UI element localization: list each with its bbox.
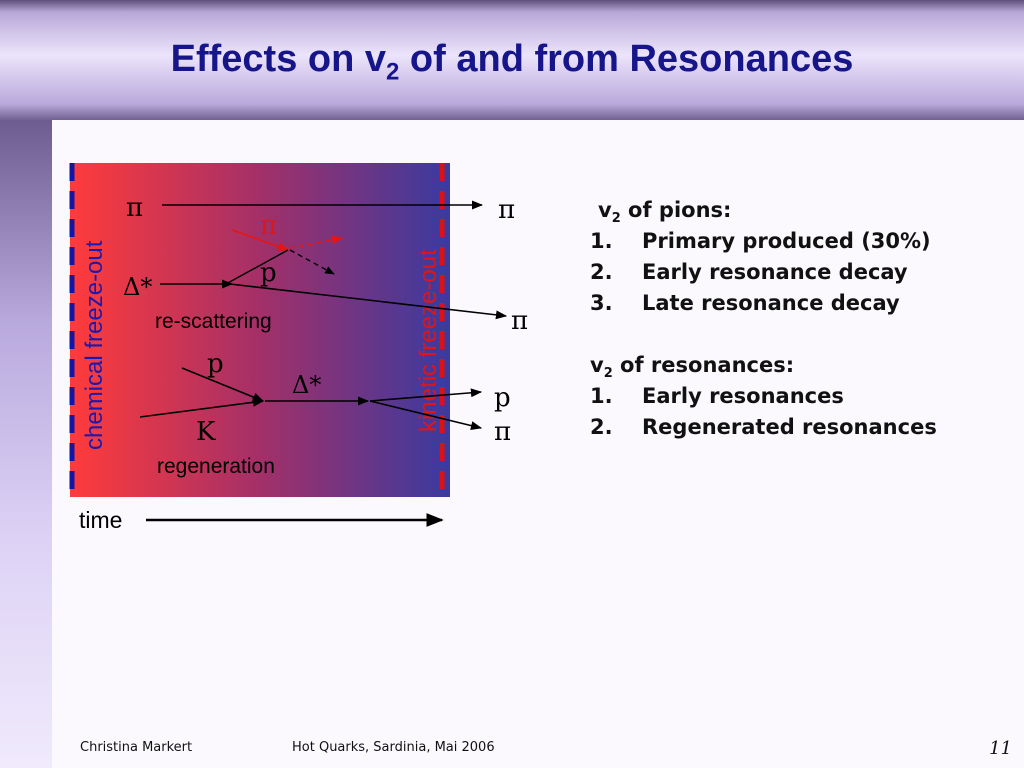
p-out-label: p [494, 383, 511, 413]
footer-author: Christina Markert [80, 740, 193, 755]
decay-pion-track [229, 283, 508, 320]
list-item: 2. Regenerated resonances [590, 415, 937, 439]
pi-out-label: π [494, 417, 511, 447]
incoming-red-pion-track [231, 229, 290, 251]
resonances-heading: v2 of resonances: [590, 353, 795, 382]
delta-star-in-label: Δ* [123, 273, 152, 301]
regeneration-label: regeneration [157, 455, 275, 478]
list-item: 1. Early resonances [590, 384, 844, 408]
medium-gradient-region [70, 163, 450, 497]
list-item: 2. Early resonance decay [590, 260, 908, 284]
p-out-track [369, 388, 483, 402]
p-in-label: p [207, 349, 224, 379]
footer-event: Hot Quarks, Sardinia, Mai 2006 [292, 740, 495, 755]
pi-primary-out: π [498, 195, 515, 225]
kaon-in-track [139, 397, 265, 418]
pi-primary-in: π [126, 193, 143, 223]
proton-in-track [181, 367, 265, 402]
pi-decay-out-label: π [511, 306, 528, 336]
list-item: 1. Primary produced (30%) [590, 229, 931, 253]
time-axis-label: time [79, 507, 122, 533]
pions-heading: v2 of pions: [598, 198, 732, 227]
k-in-label: K [196, 417, 216, 447]
proton-rescatter-track [225, 249, 289, 285]
list-item: 3. Late resonance decay [590, 291, 900, 315]
rescattering-label: re-scattering [155, 310, 272, 333]
page-number: 11 [989, 738, 1012, 759]
kinetic-freeze-out-label: kinetic freeze-out [415, 249, 442, 432]
chemical-freeze-out-label: chemical freeze-out [81, 240, 108, 450]
p-rescatter-label: p [260, 258, 277, 288]
slide-header: Effects on v2 of and from Resonances [0, 0, 1024, 120]
left-decorative-bar [0, 120, 52, 768]
pi-out-track [369, 400, 483, 430]
delta-star-mid-label: Δ* [292, 371, 321, 399]
pi-red-label: π [260, 211, 277, 241]
slide-title: Effects on v2 of and from Resonances [170, 38, 854, 86]
v2-summary-list: v2 of pions: 1. Primary produced (30%) 2.… [590, 198, 937, 446]
